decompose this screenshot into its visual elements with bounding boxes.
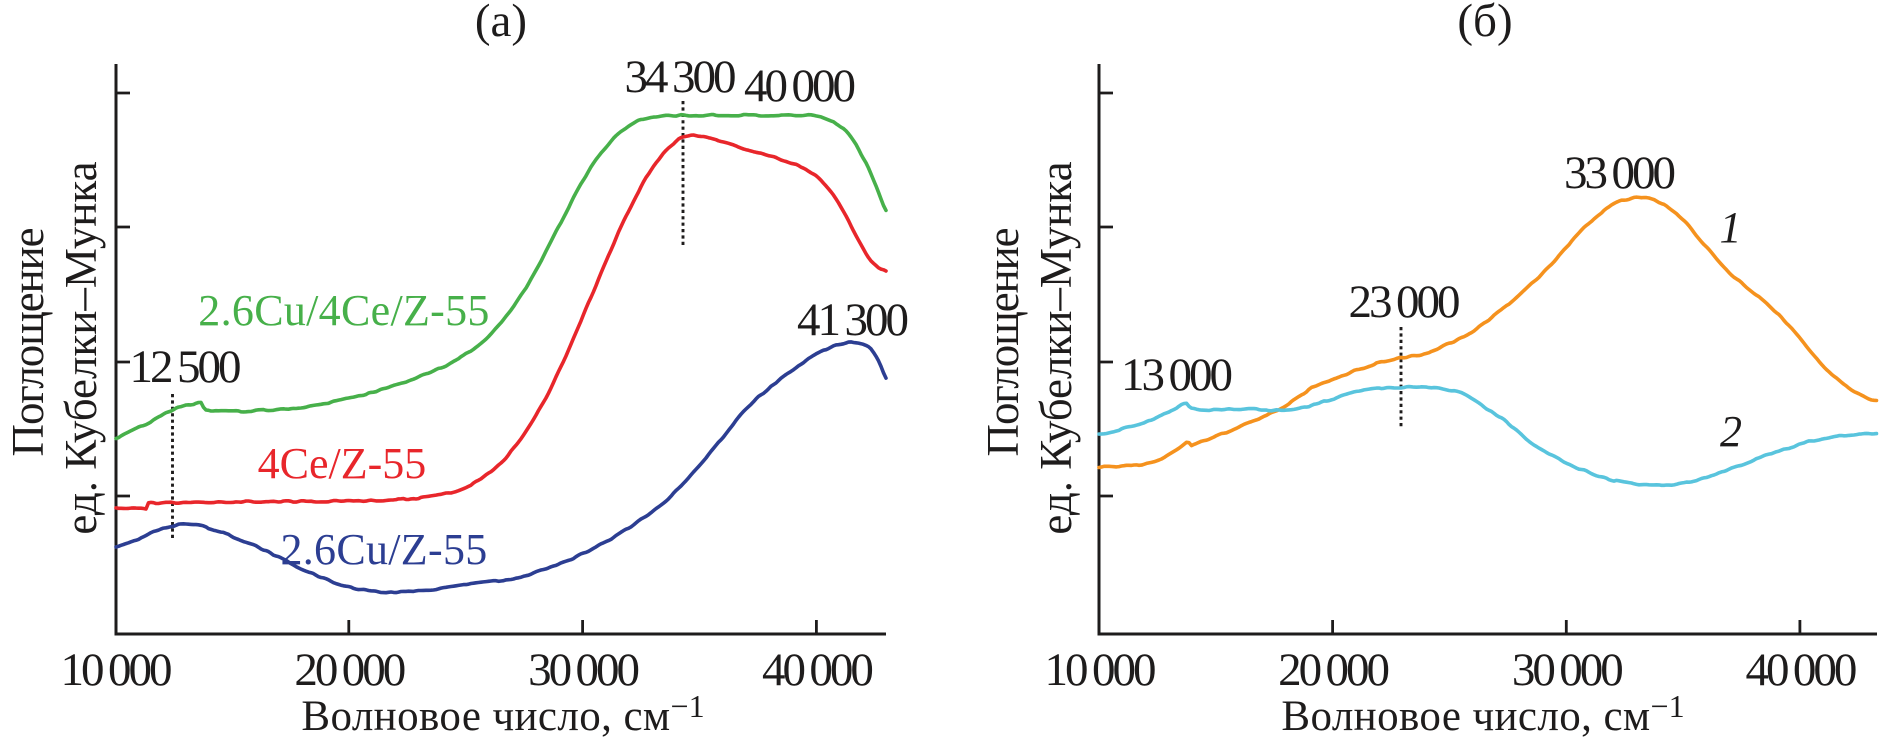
svg-text:13 000: 13 000 (1121, 349, 1231, 401)
svg-text:2.6Cu/4Ce/Z-55: 2.6Cu/4Ce/Z-55 (198, 286, 489, 335)
svg-text:ед. Кубелки–Мунка: ед. Кубелки–Мунка (1031, 161, 1081, 534)
svg-text:12 500: 12 500 (130, 341, 240, 393)
svg-text:10 000: 10 000 (1045, 644, 1155, 696)
svg-text:34 300: 34 300 (625, 51, 735, 103)
svg-text:Поглощение: Поглощение (978, 228, 1028, 456)
svg-text:2.6Cu/Z-55: 2.6Cu/Z-55 (280, 525, 487, 574)
svg-text:4Ce/Z-55: 4Ce/Z-55 (258, 439, 427, 488)
svg-text:23 000: 23 000 (1349, 276, 1459, 328)
svg-text:20 000: 20 000 (294, 644, 404, 696)
svg-text:(а): (а) (475, 0, 527, 47)
svg-text:33 000: 33 000 (1564, 147, 1674, 199)
svg-text:20 000: 20 000 (1278, 644, 1388, 696)
svg-text:40 000: 40 000 (744, 60, 854, 112)
svg-text:Поглощение: Поглощение (3, 228, 53, 456)
svg-text:ед. Кубелки–Мунка: ед. Кубелки–Мунка (56, 161, 106, 534)
svg-text:40 000: 40 000 (762, 644, 872, 696)
svg-text:41 300: 41 300 (797, 294, 907, 346)
svg-text:40 000: 40 000 (1745, 644, 1855, 696)
svg-text:Волновое число, см−1: Волновое число, см−1 (1281, 688, 1684, 740)
svg-text:30 000: 30 000 (1512, 644, 1622, 696)
svg-text:30 000: 30 000 (528, 644, 638, 696)
svg-text:1: 1 (1720, 203, 1742, 252)
svg-text:2: 2 (1720, 407, 1742, 456)
svg-text:(б): (б) (1457, 0, 1512, 47)
svg-text:Волновое число, см−1: Волновое число, см−1 (301, 688, 704, 740)
svg-text:10 000: 10 000 (61, 644, 171, 696)
